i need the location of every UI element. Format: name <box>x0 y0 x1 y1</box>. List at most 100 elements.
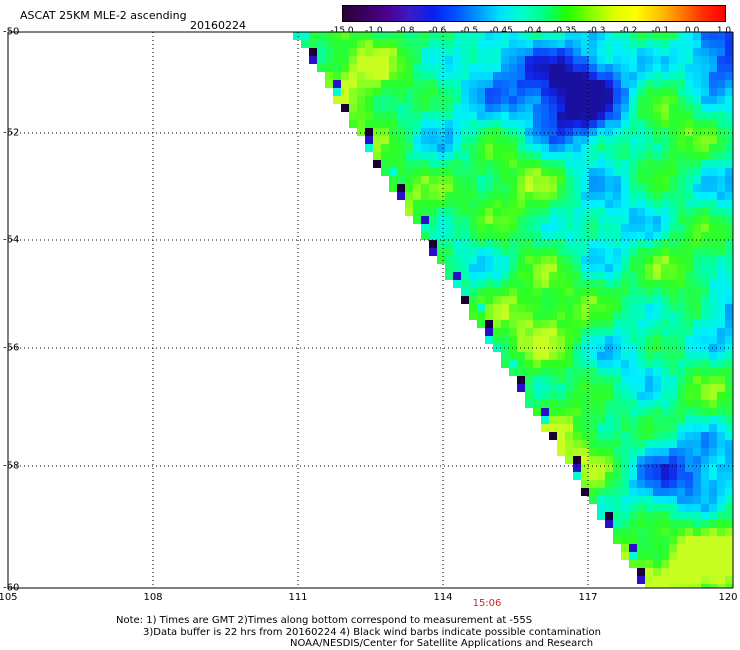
swath-pixel <box>605 72 613 80</box>
swath-pixel <box>509 272 517 280</box>
swath-pixel <box>637 328 645 336</box>
swath-pixel <box>381 96 389 104</box>
swath-pixel <box>389 48 397 56</box>
swath-pixel <box>653 568 661 576</box>
swath-pixel <box>693 32 701 40</box>
swath-pixel <box>429 200 437 208</box>
swath-pixel <box>613 40 621 48</box>
swath-pixel <box>445 152 453 160</box>
swath-pixel <box>565 400 573 408</box>
swath-pixel <box>717 160 725 168</box>
swath-pixel <box>573 48 581 56</box>
swath-pixel <box>541 392 549 400</box>
swath-pixel <box>645 368 653 376</box>
swath-pixel <box>701 240 709 248</box>
swath-pixel <box>653 112 661 120</box>
swath-pixel <box>677 200 685 208</box>
swath-pixel <box>549 408 557 416</box>
swath-pixel <box>461 72 469 80</box>
swath-pixel <box>477 64 485 72</box>
swath-pixel <box>381 168 389 176</box>
swath-pixel <box>445 208 453 216</box>
swath-pixel <box>621 312 629 320</box>
swath-pixel <box>573 128 581 136</box>
swath-pixel <box>453 248 461 256</box>
swath-pixel <box>349 120 357 128</box>
swath-pixel <box>397 88 405 96</box>
swath-pixel <box>533 280 541 288</box>
swath-pixel <box>637 504 645 512</box>
swath-pixel <box>525 200 533 208</box>
swath-pixel <box>565 144 573 152</box>
swath-pixel <box>669 392 677 400</box>
swath-pixel <box>453 256 461 264</box>
swath-pixel <box>717 336 725 344</box>
swath-pixel <box>717 192 725 200</box>
swath-pixel <box>565 32 573 40</box>
swath-pixel <box>573 200 581 208</box>
swath-pixel <box>421 96 429 104</box>
swath-pixel <box>669 56 677 64</box>
swath-pixel <box>389 96 397 104</box>
swath-pixel <box>437 104 445 112</box>
swath-pixel <box>725 304 733 312</box>
swath-pixel <box>589 488 597 496</box>
swath-pixel <box>661 576 669 584</box>
swath-pixel <box>717 352 725 360</box>
swath-pixel <box>685 520 693 528</box>
swath-pixel <box>413 216 421 224</box>
swath-pixel <box>605 248 613 256</box>
swath-pixel <box>565 288 573 296</box>
swath-pixel <box>557 400 565 408</box>
swath-pixel <box>541 80 549 88</box>
swath-pixel <box>573 144 581 152</box>
swath-pixel <box>645 232 653 240</box>
swath-pixel <box>493 32 501 40</box>
swath-pixel <box>421 144 429 152</box>
swath-pixel <box>637 88 645 96</box>
swath-pixel <box>477 224 485 232</box>
swath-pixel <box>413 152 421 160</box>
swath-pixel <box>693 296 701 304</box>
swath-pixel <box>589 480 597 488</box>
swath-pixel <box>717 304 725 312</box>
swath-pixel <box>645 128 653 136</box>
swath-pixel <box>629 248 637 256</box>
swath-pixel <box>701 288 709 296</box>
swath-pixel <box>653 456 661 464</box>
swath-pixel <box>693 48 701 56</box>
swath-pixel <box>605 400 613 408</box>
swath-pixel <box>509 72 517 80</box>
swath-pixel <box>661 40 669 48</box>
swath-pixel <box>709 552 717 560</box>
swath-pixel <box>557 304 565 312</box>
swath-pixel <box>549 40 557 48</box>
swath-pixel <box>485 240 493 248</box>
swath-pixel <box>485 336 493 344</box>
swath-pixel <box>645 224 653 232</box>
swath-pixel <box>493 176 501 184</box>
swath-pixel <box>669 32 677 40</box>
swath-pixel <box>349 88 357 96</box>
swath-pixel <box>325 56 333 64</box>
swath-pixel <box>549 184 557 192</box>
swath-pixel <box>453 48 461 56</box>
swath-pixel <box>725 64 733 72</box>
swath-pixel <box>325 48 333 56</box>
swath-pixel <box>461 88 469 96</box>
swath-pixel <box>677 32 685 40</box>
swath-pixel <box>453 104 461 112</box>
swath-pixel <box>629 112 637 120</box>
swath-pixel <box>509 312 517 320</box>
swath-pixel <box>429 120 437 128</box>
swath-pixel <box>701 32 709 40</box>
swath-pixel <box>669 568 677 576</box>
swath-pixel <box>397 112 405 120</box>
swath-pixel <box>621 192 629 200</box>
swath-pixel <box>709 424 717 432</box>
swath-pixel <box>597 152 605 160</box>
swath-pixel <box>605 504 613 512</box>
swath-pixel <box>725 192 733 200</box>
swath-pixel <box>429 64 437 72</box>
swath-pixel <box>533 328 541 336</box>
